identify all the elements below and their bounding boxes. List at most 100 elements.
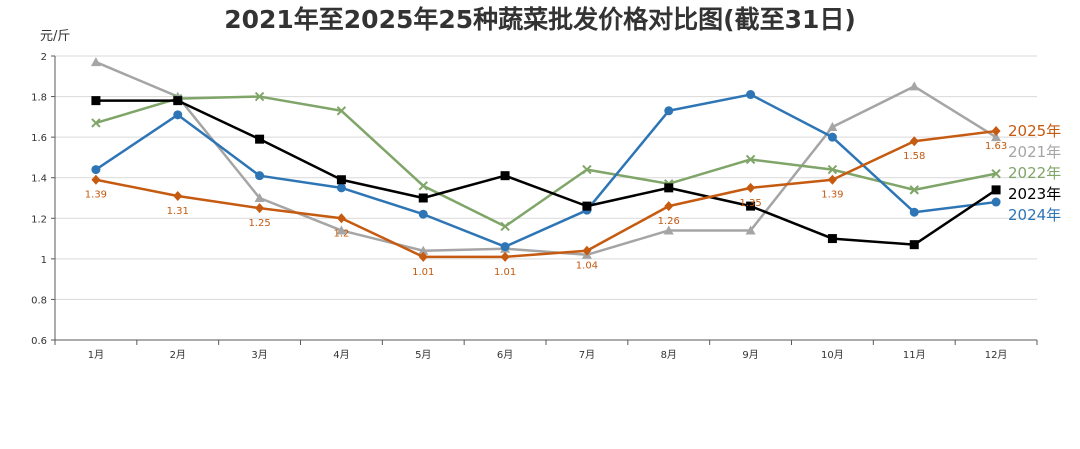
y-tick-label: 1 bbox=[41, 255, 47, 266]
data-point bbox=[746, 182, 756, 193]
data-point bbox=[827, 234, 837, 244]
data-label: 1.04 bbox=[576, 261, 598, 272]
data-point bbox=[664, 201, 674, 212]
series-line bbox=[95, 60, 997, 257]
data-label: 1.2 bbox=[333, 228, 349, 239]
data-point bbox=[418, 209, 428, 219]
data-point bbox=[664, 183, 674, 193]
legend-entry: 2025年 bbox=[1008, 122, 1061, 140]
data-point bbox=[663, 225, 674, 235]
data-point bbox=[418, 245, 429, 255]
x-tick-label: 5月 bbox=[415, 349, 431, 361]
data-labels: 1.39 1.31 1.25 1.2 1.01 1.01 1.04 1.26 1.35 1.39 1… bbox=[85, 141, 1007, 278]
axes bbox=[51, 55, 1038, 345]
series-2022年 bbox=[91, 91, 1001, 232]
data-point bbox=[336, 213, 346, 224]
data-point bbox=[336, 175, 346, 185]
data-point bbox=[746, 201, 756, 211]
data-point bbox=[336, 225, 347, 235]
data-label: 1.58 bbox=[903, 151, 925, 162]
data-point bbox=[173, 110, 183, 120]
series-2021年 bbox=[90, 57, 1002, 259]
y-tick-label: 1.2 bbox=[31, 214, 47, 225]
x-tick-label: 11月 bbox=[903, 349, 926, 361]
data-point bbox=[336, 106, 347, 116]
data-point bbox=[254, 193, 265, 202]
series-line bbox=[95, 129, 997, 259]
legend: 2025年 2021年 2022年 2023年 2024年 bbox=[1008, 122, 1061, 224]
series-line bbox=[95, 93, 997, 248]
x-tick-label: 7月 bbox=[579, 349, 595, 361]
y-tick-label: 0.6 bbox=[31, 336, 47, 347]
x-tick-labels: 1月 2月 3月 4月 5月 6月 7月 8月 9月 10月 11月 12月 bbox=[88, 349, 1008, 361]
data-point bbox=[664, 106, 674, 116]
data-point bbox=[255, 171, 265, 181]
data-point bbox=[991, 185, 1001, 195]
data-label: 1.39 bbox=[85, 190, 107, 201]
data-point bbox=[991, 126, 1001, 137]
data-point bbox=[745, 154, 756, 165]
x-tick-label: 1月 bbox=[88, 349, 104, 361]
x-tick-label: 8月 bbox=[661, 349, 677, 361]
series-2025年 bbox=[91, 126, 1001, 262]
data-point bbox=[500, 221, 510, 232]
y-tick-label: 1.6 bbox=[31, 133, 47, 144]
data-point bbox=[254, 91, 265, 102]
data-point bbox=[827, 164, 838, 175]
data-point bbox=[909, 81, 920, 91]
data-point bbox=[90, 57, 101, 67]
data-point bbox=[991, 132, 1002, 142]
data-point bbox=[746, 90, 756, 100]
data-point bbox=[827, 174, 837, 185]
gridlines bbox=[55, 55, 1037, 300]
x-tick-label: 9月 bbox=[742, 349, 758, 361]
data-point bbox=[991, 168, 1001, 179]
x-tick-label: 12月 bbox=[985, 349, 1008, 361]
data-point bbox=[173, 190, 183, 201]
data-point bbox=[255, 134, 265, 144]
data-point bbox=[909, 240, 919, 250]
series-2023年 bbox=[91, 96, 1001, 250]
data-point bbox=[91, 96, 101, 106]
chart-title: 2021年至2025年25种蔬菜批发价格对比图(截至31日) bbox=[224, 5, 856, 34]
data-point bbox=[418, 193, 428, 203]
data-point bbox=[827, 132, 837, 142]
data-point bbox=[500, 242, 510, 252]
y-tick-labels: 0.6 0.8 1 1.2 1.4 1.6 1.8 2 bbox=[31, 52, 47, 347]
data-point bbox=[991, 197, 1001, 207]
data-point bbox=[827, 122, 838, 131]
data-label: 1.35 bbox=[739, 198, 761, 209]
data-label: 1.39 bbox=[821, 190, 843, 201]
data-label: 1.25 bbox=[248, 218, 270, 229]
legend-entry: 2021年 bbox=[1008, 143, 1061, 161]
y-tick-label: 2 bbox=[41, 52, 47, 63]
data-label: 1.01 bbox=[412, 267, 434, 278]
data-point bbox=[500, 171, 510, 181]
legend-entry: 2022年 bbox=[1008, 164, 1061, 182]
data-point bbox=[582, 245, 592, 256]
data-point bbox=[173, 96, 183, 106]
data-point bbox=[418, 181, 428, 191]
y-tick-label: 0.8 bbox=[31, 295, 47, 306]
x-tick-label: 6月 bbox=[497, 349, 513, 361]
legend-entry: 2023年 bbox=[1008, 185, 1061, 203]
data-point bbox=[909, 136, 919, 147]
data-point bbox=[255, 203, 265, 214]
data-point bbox=[909, 207, 919, 217]
series-line bbox=[95, 99, 997, 246]
data-label: 1.31 bbox=[167, 206, 189, 217]
data-point bbox=[909, 185, 919, 195]
data-label: 1.63 bbox=[985, 141, 1007, 152]
y-tick-label: 1.8 bbox=[31, 93, 47, 104]
data-label: 1.01 bbox=[494, 267, 516, 278]
data-point bbox=[91, 118, 101, 128]
data-point bbox=[500, 251, 510, 262]
data-point bbox=[91, 165, 101, 175]
data-point bbox=[91, 174, 101, 185]
y-tick-label: 1.4 bbox=[31, 174, 47, 185]
y-axis-unit: 元/斤 bbox=[40, 29, 70, 44]
series-layer bbox=[90, 57, 1002, 262]
data-point bbox=[418, 251, 428, 262]
x-tick-label: 3月 bbox=[251, 349, 267, 361]
